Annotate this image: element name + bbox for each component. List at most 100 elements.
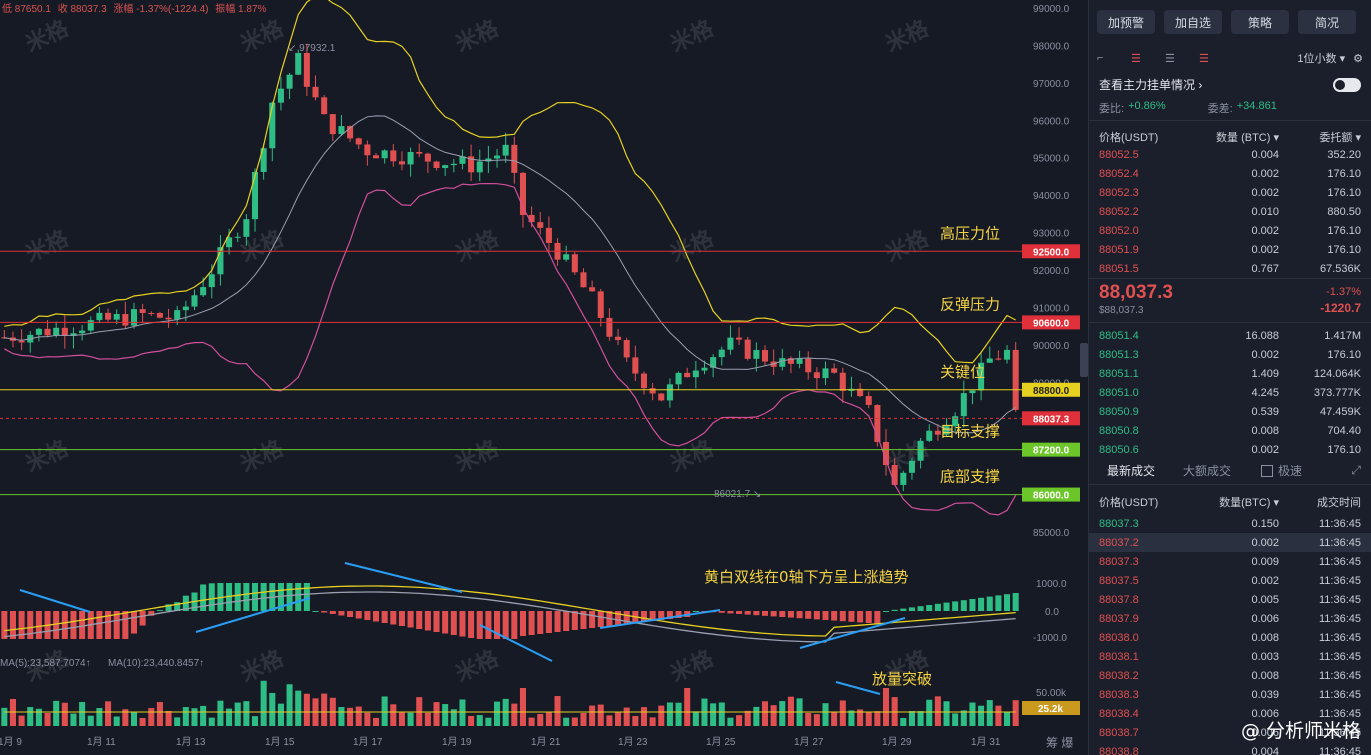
kline-chart[interactable]: 99000.0 98000.0 97000.0 96000.0 95000.0 94000… xyxy=(0,0,1088,755)
trade-row[interactable]: 88038.2 0.008 11:36:45 xyxy=(1089,666,1371,685)
trade-row[interactable]: 88037.9 0.006 11:36:45 xyxy=(1089,609,1371,628)
volume-bar xyxy=(1012,700,1019,726)
bids-only-icon[interactable]: ☰ xyxy=(1165,53,1175,65)
bid-row-price: 88051.4 xyxy=(1099,329,1139,342)
add-watchlist-button[interactable]: 加自选 xyxy=(1164,10,1222,34)
volume-bar xyxy=(61,702,68,726)
ask-row[interactable]: 88052.3 0.002 176.10 xyxy=(1089,183,1371,202)
bid-row-price: 88051.3 xyxy=(1099,348,1139,361)
ob-col-amount[interactable]: 委托额 ▾ xyxy=(1319,132,1361,144)
trade-row-price: 88037.8 xyxy=(1099,593,1139,606)
settings-icon[interactable]: ⚙ xyxy=(1353,52,1363,65)
ask-row-value: 176.10 xyxy=(1327,186,1361,199)
trade-row[interactable]: 88038.0 0.008 11:36:45 xyxy=(1089,628,1371,647)
pointer-icon[interactable]: ⌐ xyxy=(1097,52,1104,64)
asks-only-icon[interactable]: ☰ xyxy=(1199,53,1209,65)
trade-row-value: 11:36:45 xyxy=(1318,517,1361,530)
tab-latest-trades[interactable]: 最新成交 xyxy=(1107,464,1156,478)
level-tag-label: 92500.0 xyxy=(1033,247,1070,258)
ob-col-qty[interactable]: 数量 (BTC) ▾ xyxy=(1216,132,1279,144)
depth-link[interactable]: 查看主力挂单情况 › xyxy=(1099,76,1361,93)
ask-row[interactable]: 88052.5 0.004 352.20 xyxy=(1089,145,1371,164)
ask-row-qty: 0.767 xyxy=(1251,262,1279,275)
volume-bar xyxy=(684,688,691,726)
trade-row-qty: 0.005 xyxy=(1251,593,1279,606)
trade-row[interactable]: 88038.3 0.039 11:36:45 xyxy=(1089,685,1371,704)
fast-checkbox[interactable] xyxy=(1261,464,1274,477)
external-link-icon[interactable]: ⤢ xyxy=(1351,463,1361,477)
panel-collapse-handle[interactable] xyxy=(1080,343,1088,377)
volume-bar xyxy=(986,700,993,726)
trade-row-qty: 0.006 xyxy=(1251,707,1279,720)
bid-row[interactable]: 88050.8 0.008 704.40 xyxy=(1089,421,1371,440)
volume-bar xyxy=(347,707,354,726)
volume-bar xyxy=(710,703,717,726)
trades-header: 价格(USDT) 数量(BTC) ▾ 成交时间 xyxy=(1099,494,1361,510)
orderbook-toolbar: ⌐ ☰ ☰ ☰ 1位小数 ▾ ⚙ xyxy=(1097,48,1363,68)
trade-row[interactable]: 88037.5 0.002 11:36:45 xyxy=(1089,571,1371,590)
add-alert-button[interactable]: 加预警 xyxy=(1097,10,1155,34)
chart-area[interactable]: 99000.0 98000.0 97000.0 96000.0 95000.0 94000… xyxy=(0,0,1088,755)
bid-row[interactable]: 88051.4 16.088 1.417M xyxy=(1089,326,1371,345)
depth-toggle[interactable] xyxy=(1333,77,1361,92)
bid-row[interactable]: 88051.0 4.245 373.777K xyxy=(1089,383,1371,402)
bid-row[interactable]: 88051.3 0.002 176.10 xyxy=(1089,345,1371,364)
volume-bar xyxy=(130,711,138,726)
macd-bar xyxy=(649,611,656,621)
macd-bar xyxy=(208,583,215,611)
overview-button[interactable]: 简况 xyxy=(1298,10,1356,34)
candle-body xyxy=(174,310,181,320)
candle-body xyxy=(191,295,198,307)
bid-row[interactable]: 88050.9 0.539 47.459K xyxy=(1089,402,1371,421)
ask-row[interactable]: 88052.2 0.010 880.50 xyxy=(1089,202,1371,221)
volume-bar xyxy=(122,709,129,726)
watermark-text: 米格 xyxy=(667,15,719,58)
volume-bar xyxy=(485,717,492,726)
order-ratio: 委比: +0.86% 委差: +34.861 xyxy=(1099,100,1361,116)
low-marker: 86021.7 ↘ xyxy=(714,489,761,500)
ask-row[interactable]: 88052.4 0.002 176.10 xyxy=(1089,164,1371,183)
ask-row[interactable]: 88051.9 0.002 176.10 xyxy=(1089,240,1371,259)
candle-body xyxy=(649,388,656,394)
decimal-select[interactable]: 1位小数 ▾ xyxy=(1297,53,1346,65)
macd-bar xyxy=(329,611,336,614)
trade-row-price: 88038.8 xyxy=(1099,745,1139,755)
trade-row[interactable]: 88038.7 0.006 11:36:45 xyxy=(1089,723,1371,742)
ask-row[interactable]: 88051.5 0.767 67.536K xyxy=(1089,259,1371,278)
trade-row-value: 11:36:45 xyxy=(1318,574,1361,587)
macd-bar xyxy=(165,604,172,611)
candle-body xyxy=(675,372,682,385)
level-tag-label: 86000.0 xyxy=(1033,491,1070,502)
bid-row[interactable]: 88050.6 0.002 176.10 xyxy=(1089,440,1371,459)
volume-bar xyxy=(848,710,855,726)
strategy-button[interactable]: 策略 xyxy=(1231,10,1289,34)
candle-body xyxy=(407,151,414,165)
macd-bar xyxy=(727,611,734,614)
close-value: 收 88037.3 xyxy=(57,4,107,15)
trade-row[interactable]: 88037.3 0.150 11:36:45 xyxy=(1089,514,1371,533)
macd-bar xyxy=(831,611,838,621)
trade-row[interactable]: 88038.1 0.003 11:36:45 xyxy=(1089,647,1371,666)
trade-row[interactable]: 88037.3 0.009 11:36:45 xyxy=(1089,552,1371,571)
ask-row[interactable]: 88052.0 0.002 176.10 xyxy=(1089,221,1371,240)
candle-body xyxy=(165,317,172,320)
trade-row[interactable]: 88038.8 0.004 11:36:45 xyxy=(1089,742,1371,755)
divider xyxy=(1089,322,1371,323)
trade-row[interactable]: 88037.8 0.005 11:36:45 xyxy=(1089,590,1371,609)
tab-large-trades[interactable]: 大额成交 xyxy=(1183,464,1232,478)
tr-col-qty[interactable]: 数量(BTC) ▾ xyxy=(1219,497,1279,509)
both-sides-icon[interactable]: ☰ xyxy=(1131,53,1141,65)
candle-body xyxy=(61,327,68,336)
bollinger-lower-line xyxy=(4,182,1017,516)
trade-row-value: 11:36:45 xyxy=(1318,631,1361,644)
bid-row-value: 1.417M xyxy=(1324,329,1361,342)
volume-bar xyxy=(995,705,1002,726)
axis-tools[interactable]: 筹 爆 xyxy=(1046,736,1074,750)
bid-row[interactable]: 88051.1 1.409 124.064K xyxy=(1089,364,1371,383)
trade-row[interactable]: 88037.2 0.002 11:36:45 xyxy=(1089,533,1371,552)
macd-bar xyxy=(908,607,915,611)
candle-body xyxy=(139,309,146,313)
trade-row[interactable]: 88038.4 0.006 11:36:45 xyxy=(1089,704,1371,723)
macd-bar xyxy=(18,611,25,639)
candle-body xyxy=(995,358,1002,360)
